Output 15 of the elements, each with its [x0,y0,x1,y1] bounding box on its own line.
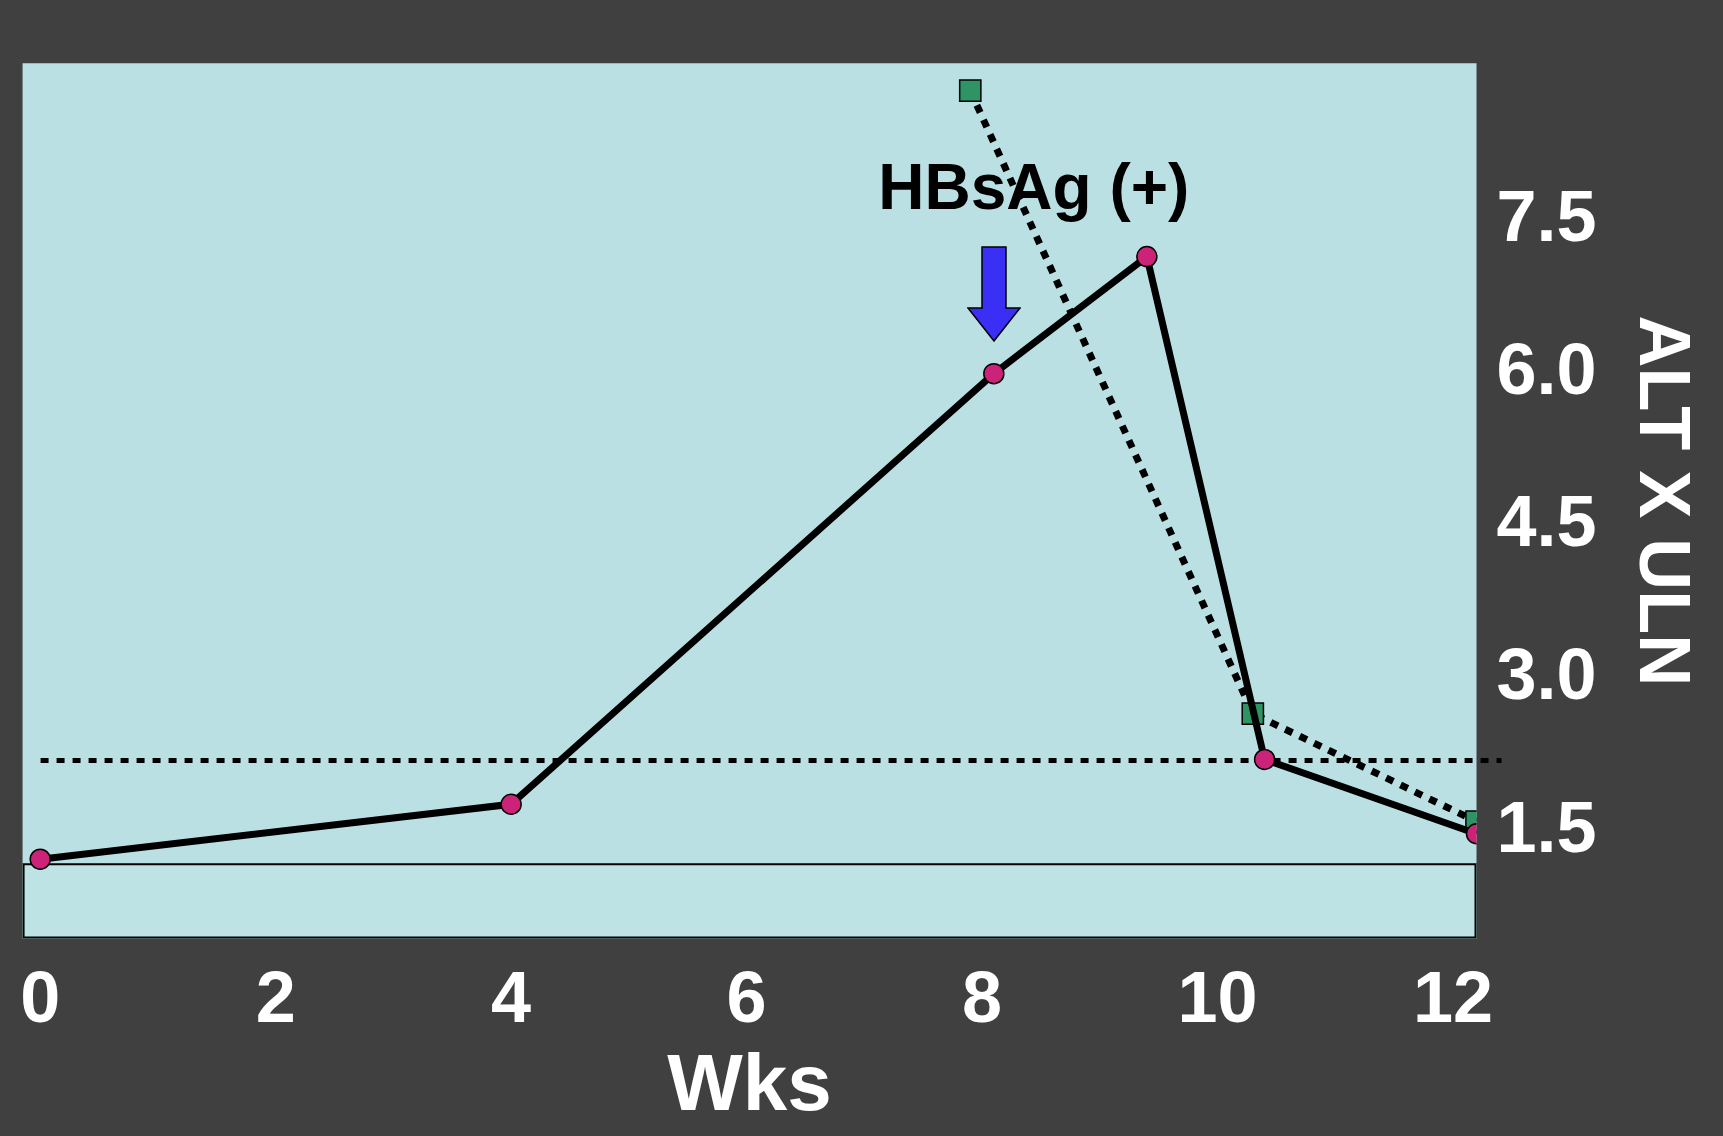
x-tick-label: 4 [491,956,532,1037]
x-tick-label: 2 [255,956,296,1037]
x-tick-label: 12 [1412,956,1494,1037]
annotation: HBsAg (+) [878,150,1190,223]
y-axis-title: ALT X ULN [1624,315,1705,687]
y-tick-label: 7.5 [1496,175,1597,256]
x-tick-label: 0 [20,956,61,1037]
x-axis-title: Wks [667,1038,832,1128]
x-tick-label: 6 [726,956,767,1037]
y-tick-label: 6.0 [1496,328,1597,409]
y-tick-label: 3.0 [1496,633,1597,714]
x-tick-label: 8 [962,956,1003,1037]
x-tick-label: 10 [1177,956,1258,1037]
y-tick-label: 1.5 [1496,786,1597,867]
y-tick-label: 4.5 [1496,481,1597,562]
